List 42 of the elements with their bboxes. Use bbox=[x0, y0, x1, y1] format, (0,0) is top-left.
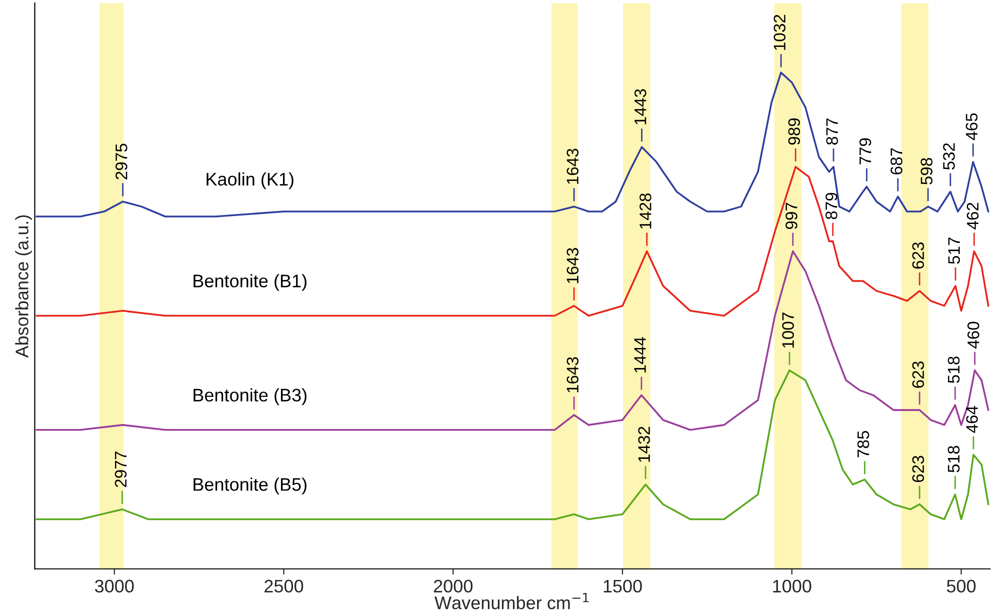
x-tick-label: 500 bbox=[946, 580, 976, 593]
series-label: Bentonite (B5) bbox=[194, 478, 306, 494]
x-axis-title: Wavenumber cm$^{−1}$ bbox=[434, 592, 589, 610]
annotation: 877 bbox=[826, 118, 838, 145]
annotation: 1432 bbox=[638, 426, 650, 462]
annotation: 623 bbox=[912, 456, 924, 482]
annotation: 1643 bbox=[566, 148, 579, 184]
annotation: 1643 bbox=[566, 248, 579, 284]
annotation: 623 bbox=[912, 362, 924, 388]
annotation: 460 bbox=[967, 322, 980, 349]
annotation: 2977 bbox=[114, 452, 127, 488]
annotation: 623 bbox=[912, 242, 924, 269]
series-label: Bentonite (B3) bbox=[194, 388, 306, 406]
y-axis-title: Absorbance (a.u.) bbox=[15, 215, 32, 358]
annotation: 1443 bbox=[634, 89, 646, 124]
annotation: 2975 bbox=[116, 144, 128, 180]
annotation: 785 bbox=[857, 430, 870, 458]
series-label: Bentonite (B1) bbox=[194, 274, 306, 291]
annotation: 989 bbox=[788, 118, 800, 145]
annotation: 462 bbox=[966, 202, 979, 230]
series-label: Kaolin (K1) bbox=[206, 172, 294, 190]
annotation: 879 bbox=[826, 192, 838, 220]
x-tick-label: 3000 bbox=[94, 580, 134, 593]
annotation: 464 bbox=[966, 406, 978, 433]
x-tick-label: 1000 bbox=[773, 580, 812, 593]
annotation: 1007 bbox=[782, 312, 794, 348]
annotation: 517 bbox=[948, 238, 960, 264]
x-tick-label: 2000 bbox=[434, 580, 472, 593]
annotation: 997 bbox=[786, 202, 798, 230]
x-tick-label: 1500 bbox=[604, 580, 642, 593]
annotation: 518 bbox=[948, 446, 960, 472]
annotation: 532 bbox=[943, 143, 955, 170]
annotation: 687 bbox=[890, 148, 902, 174]
annotation: 1444 bbox=[634, 337, 646, 372]
annotation: 465 bbox=[966, 113, 978, 140]
annotation: 779 bbox=[859, 138, 872, 164]
annotation: 598 bbox=[920, 158, 933, 184]
annotation: 1428 bbox=[640, 193, 652, 229]
annotation: 518 bbox=[948, 356, 960, 383]
annotation: 1032 bbox=[774, 14, 786, 50]
annotation: 1643 bbox=[566, 357, 579, 392]
x-tick-label: 2500 bbox=[264, 580, 304, 593]
